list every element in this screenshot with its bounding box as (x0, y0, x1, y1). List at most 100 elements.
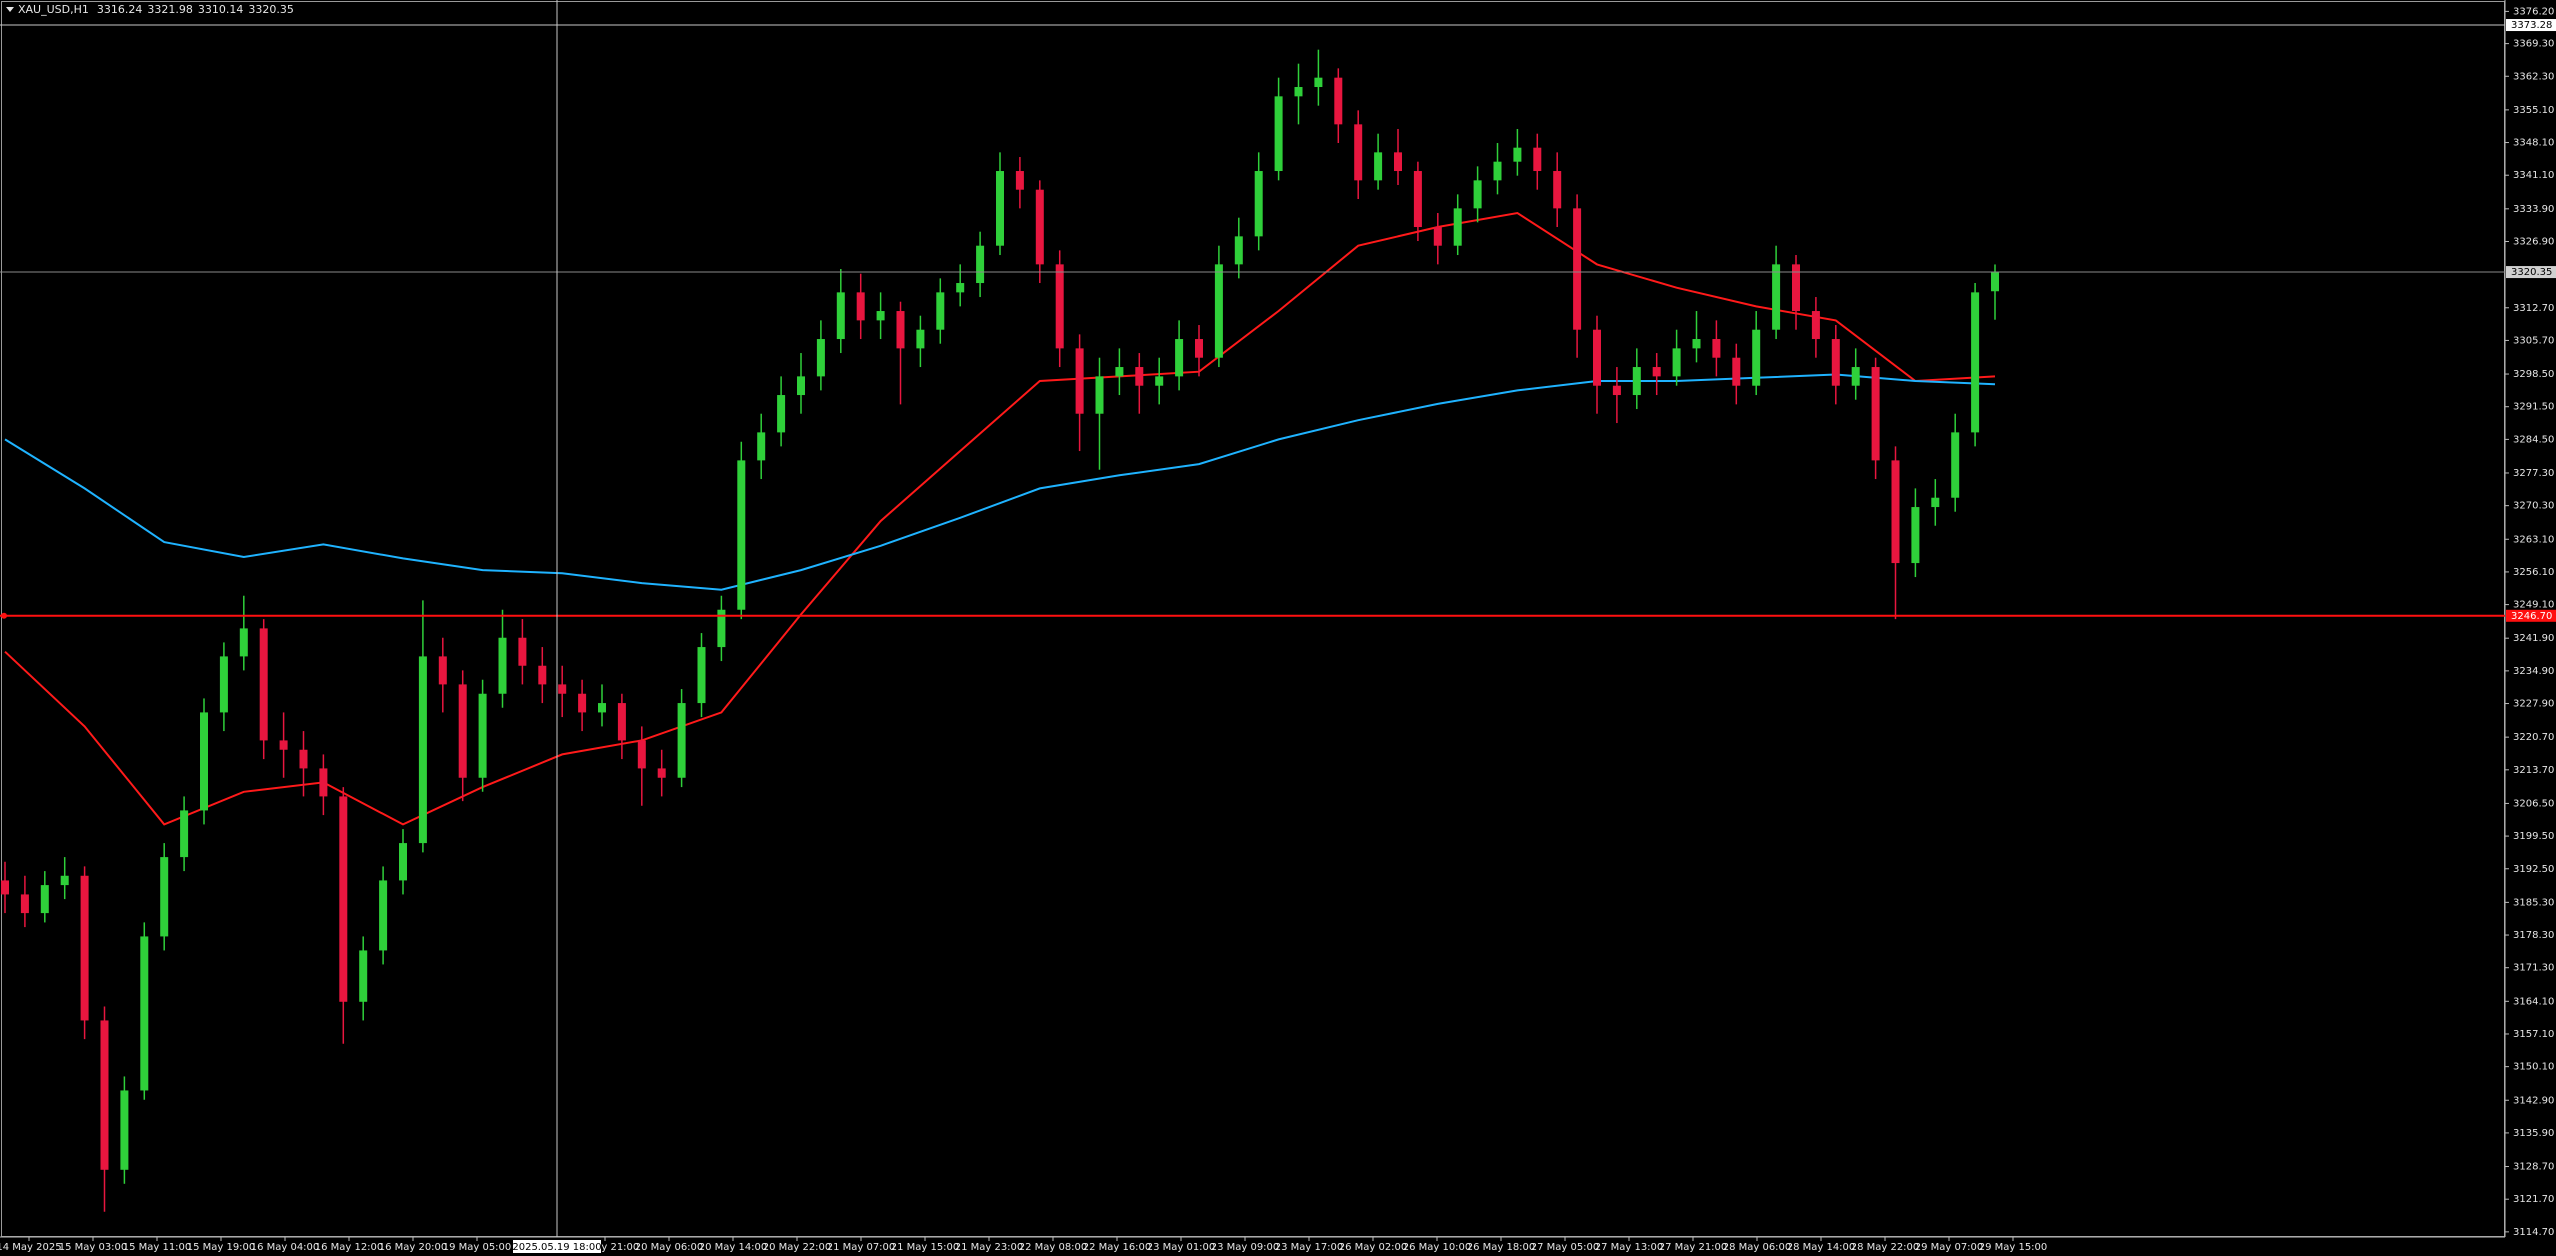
candle-body (1234, 236, 1243, 265)
candle-body (418, 656, 427, 844)
candle-body (617, 703, 626, 741)
line-label-bg (2506, 609, 2556, 622)
candle-body (1752, 329, 1761, 386)
line-anchor (1, 612, 7, 619)
candle-body (40, 885, 49, 914)
y-tick-label: 3298.50 (2513, 369, 2554, 380)
y-tick-label: 3305.70 (2513, 335, 2554, 346)
y-tick-label: 3270.30 (2513, 501, 2554, 512)
x-tick-label: 27 May 13:00 (1595, 1242, 1664, 1253)
moving-average (4, 211, 1996, 826)
candle-body (1871, 367, 1880, 461)
candle-body (1811, 311, 1820, 340)
candle-body (180, 810, 189, 858)
candle-body (1095, 376, 1104, 414)
x-tick-label: 15 May 11:00 (123, 1242, 192, 1253)
y-tick-label: 3256.10 (2513, 567, 2554, 578)
candle-body (1672, 348, 1681, 377)
candle-body (1334, 77, 1343, 125)
x-tick-label: 21 May 07:00 (827, 1242, 896, 1253)
x-tick-label: 28 May 06:00 (1723, 1242, 1792, 1253)
candle-body (80, 875, 89, 1021)
candle-body (578, 693, 587, 713)
candle-body (1453, 208, 1462, 246)
candle-body (1692, 339, 1701, 349)
candle-body (1831, 339, 1840, 386)
y-tick-label: 3220.70 (2513, 732, 2554, 743)
candle-body (1155, 376, 1164, 386)
open: 3316.24 (97, 3, 143, 16)
x-tick-label: 27 May 05:00 (1531, 1242, 1600, 1253)
high: 3321.98 (147, 3, 193, 16)
candle-body (1513, 147, 1522, 162)
candle-body (856, 292, 865, 321)
x-tick-label: 21 May 15:00 (891, 1242, 960, 1253)
candle-body (160, 857, 169, 937)
candle-body (1652, 367, 1661, 377)
candle-body (717, 609, 726, 648)
candle-body (1075, 348, 1084, 414)
candle-body (1274, 96, 1283, 172)
candle-body (637, 740, 646, 769)
candle-body (1732, 357, 1741, 386)
candle-body (976, 245, 985, 284)
header: XAU_USD,H1 3316.24 3321.98 3310.14 3320.35 (18, 3, 294, 16)
x-tick-label: 19 May 05:00 (443, 1242, 512, 1253)
candle-body (1493, 161, 1502, 181)
x-tick-label: 22 May 08:00 (1019, 1242, 1088, 1253)
candle-body (836, 292, 845, 340)
y-tick-label: 3142.90 (2513, 1095, 2554, 1106)
candle-body (1612, 385, 1621, 396)
x-tick-label: 23 May 09:00 (1211, 1242, 1280, 1253)
candle-body (1214, 264, 1223, 358)
candle-body (1413, 171, 1422, 228)
x-tick-label: 16 May 04:00 (251, 1242, 320, 1253)
candle-body (379, 880, 388, 951)
y-tick-label: 3326.90 (2513, 236, 2554, 247)
candle-body (677, 703, 686, 778)
crosshair-price: 3373.28 (2511, 20, 2552, 31)
candle-body (1055, 264, 1064, 349)
x-tick-label: 26 May 18:00 (1467, 1242, 1536, 1253)
x-tick-label: 16 May 12:00 (315, 1242, 384, 1253)
candle-body (279, 740, 288, 750)
candle-body (657, 768, 666, 778)
x-tick-label: 20 May 14:00 (699, 1242, 768, 1253)
candle-body (1991, 272, 1999, 292)
candle-body (339, 796, 348, 1002)
candle-body (1473, 180, 1482, 209)
y-tick-label: 3348.10 (2513, 138, 2554, 149)
candle-body (518, 637, 527, 666)
y-tick-label: 3121.70 (2513, 1194, 2554, 1205)
candle-body (1712, 339, 1721, 358)
candle-body (816, 339, 825, 377)
candle-body (1035, 189, 1044, 265)
y-tick-label: 3128.70 (2513, 1162, 2554, 1173)
y-tick-label: 3341.10 (2513, 170, 2554, 181)
y-tick-label: 3277.30 (2513, 468, 2554, 479)
y-tick-label: 3164.10 (2513, 996, 2554, 1007)
x-tick-label: 20 May 06:00 (635, 1242, 704, 1253)
y-tick-label: 3135.90 (2513, 1128, 2554, 1139)
candle-body (1175, 339, 1184, 377)
y-tick-label: 3206.50 (2513, 798, 2554, 809)
candle-body (1394, 152, 1402, 172)
y-tick-label: 3241.90 (2513, 633, 2554, 644)
candle-body (140, 936, 149, 1091)
candle-body (458, 684, 467, 778)
price-label-bg (2506, 266, 2556, 279)
x-tick-label: 26 May 02:00 (1339, 1242, 1408, 1253)
candle-body (1573, 208, 1582, 330)
symbol: XAU_USD,H1 (18, 3, 89, 16)
y-tick-label: 3291.50 (2513, 402, 2554, 413)
candle-body (120, 1090, 129, 1170)
candle-body (259, 628, 268, 741)
candle-body (239, 628, 248, 657)
candle-body (1593, 329, 1601, 386)
candle-body (1971, 292, 1980, 433)
y-tick-label: 3213.70 (2513, 765, 2554, 776)
y-tick-label: 3284.50 (2513, 434, 2554, 445)
